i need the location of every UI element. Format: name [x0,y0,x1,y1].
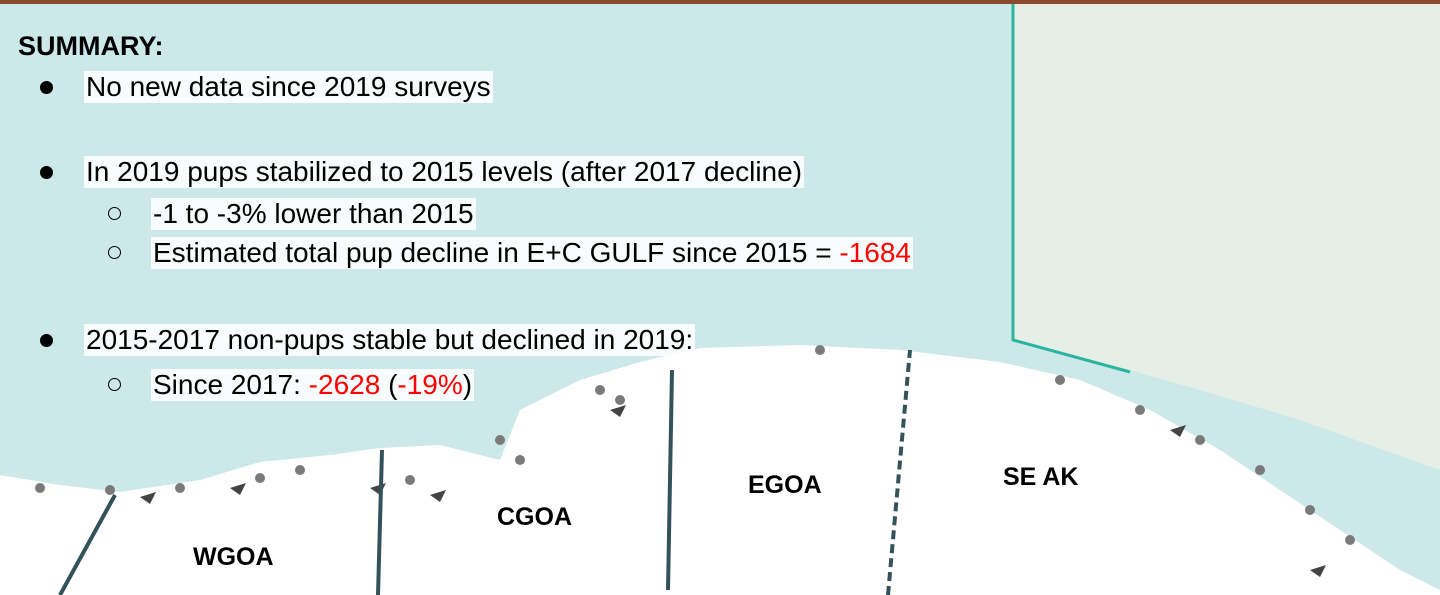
text-segment: No new data since 2019 surveys [86,71,491,102]
bullet-text: 2015-2017 non-pups stable but declined i… [84,324,696,356]
text-segment: In 2019 pups stabilized to 2015 levels (… [86,156,803,187]
border [1011,0,1131,374]
canada [1013,0,1440,470]
text-segment: 2015-2017 non-pups stable but declined i… [86,324,694,355]
rookeries [35,345,1355,545]
text-segment: -1684 [839,237,912,268]
region-label: EGOA [748,471,822,499]
bullet-text: In 2019 pups stabilized to 2015 levels (… [84,156,805,188]
bullet [40,81,53,94]
sub-bullet [108,378,121,391]
ocean [0,345,1440,595]
text-segment: ( [380,369,398,400]
text-segment: -19% [397,369,463,400]
title: SUMMARY: [18,31,164,61]
text-segment: ) [462,369,473,400]
sub-bullet [108,246,121,259]
region-label: SE AK [1003,463,1079,491]
sub-bullet-text: Estimated total pup decline in E+C GULF … [151,237,914,269]
bullet [40,334,53,347]
region-label: WGOA [193,543,274,571]
text-segment: Since 2017: [153,369,309,400]
text-segment: -2628 [308,369,381,400]
text-segment: Estimated total pup decline in E+C GULF … [153,237,840,268]
region-label: CGOA [497,503,572,531]
top-bar [0,0,1440,4]
sub-bullet [108,207,121,220]
boundaries [58,349,912,595]
text-segment: -1 to -3% lower than 2015 [153,198,474,229]
sub-bullet-text: -1 to -3% lower than 2015 [151,198,476,230]
bullet [40,166,53,179]
bullet-text: No new data since 2019 surveys [84,71,493,103]
sub-bullet-text: Since 2017: -2628 (-19%) [151,369,475,401]
